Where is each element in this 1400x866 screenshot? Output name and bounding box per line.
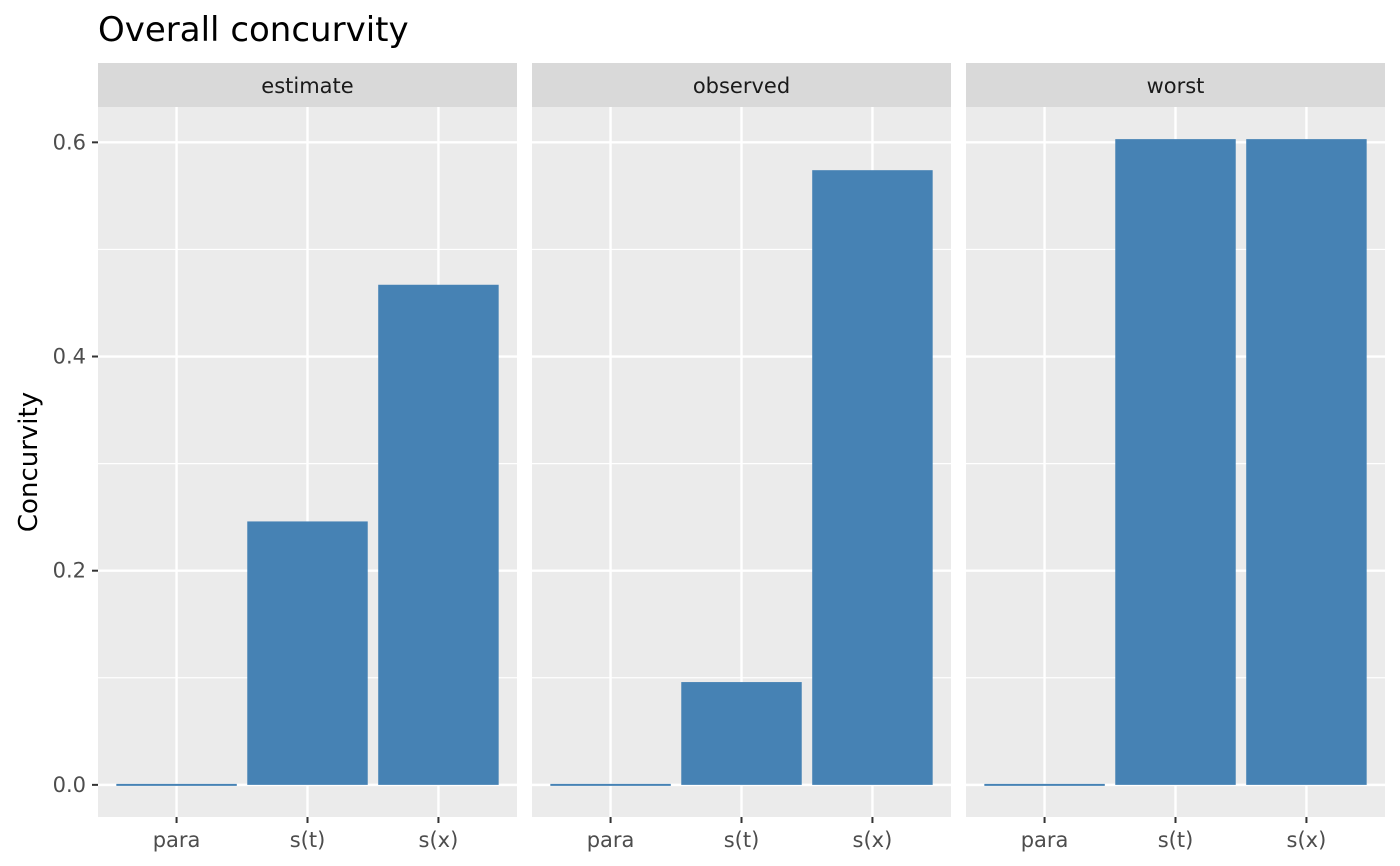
y-tick-label: 0.2 [53, 559, 86, 583]
strip-label-worst: worst [1147, 74, 1205, 98]
bar-observed-2 [812, 170, 933, 785]
strip-background [966, 63, 1385, 107]
bar-estimate-0 [116, 783, 237, 786]
x-tick-label: para [587, 828, 635, 852]
bar-worst-2 [1246, 139, 1367, 785]
x-tick-label: s(t) [290, 828, 326, 852]
x-tick-label: s(x) [1287, 828, 1327, 852]
x-tick-label: para [1021, 828, 1069, 852]
y-axis-title: Concurvity [14, 392, 44, 532]
y-tick-label: 0.6 [53, 130, 86, 154]
x-tick-label: s(t) [724, 828, 760, 852]
x-tick-label: s(x) [419, 828, 459, 852]
bar-estimate-1 [247, 521, 368, 785]
facet-panel-observed: observed para s(t) s(x) [532, 63, 951, 852]
strip-background [532, 63, 951, 107]
facet-panel-estimate: estimate para s(t) s(x) [98, 63, 517, 852]
bar-estimate-2 [378, 284, 499, 785]
chart-title: Overall concurvity [98, 10, 409, 50]
strip-background [98, 63, 517, 107]
facet-panel-worst: worst para s(t) s(x) [966, 63, 1385, 852]
bar-observed-0 [550, 783, 671, 786]
bar-worst-1 [1115, 139, 1236, 785]
y-tick-label: 0.4 [53, 345, 86, 369]
x-tick-label: para [153, 828, 201, 852]
strip-label-estimate: estimate [261, 74, 353, 98]
x-tick-label: s(x) [853, 828, 893, 852]
strip-label-observed: observed [693, 74, 790, 98]
x-tick-label: s(t) [1158, 828, 1194, 852]
bar-observed-1 [681, 682, 802, 785]
bar-worst-0 [984, 783, 1105, 786]
y-tick-label: 0.0 [53, 773, 86, 797]
